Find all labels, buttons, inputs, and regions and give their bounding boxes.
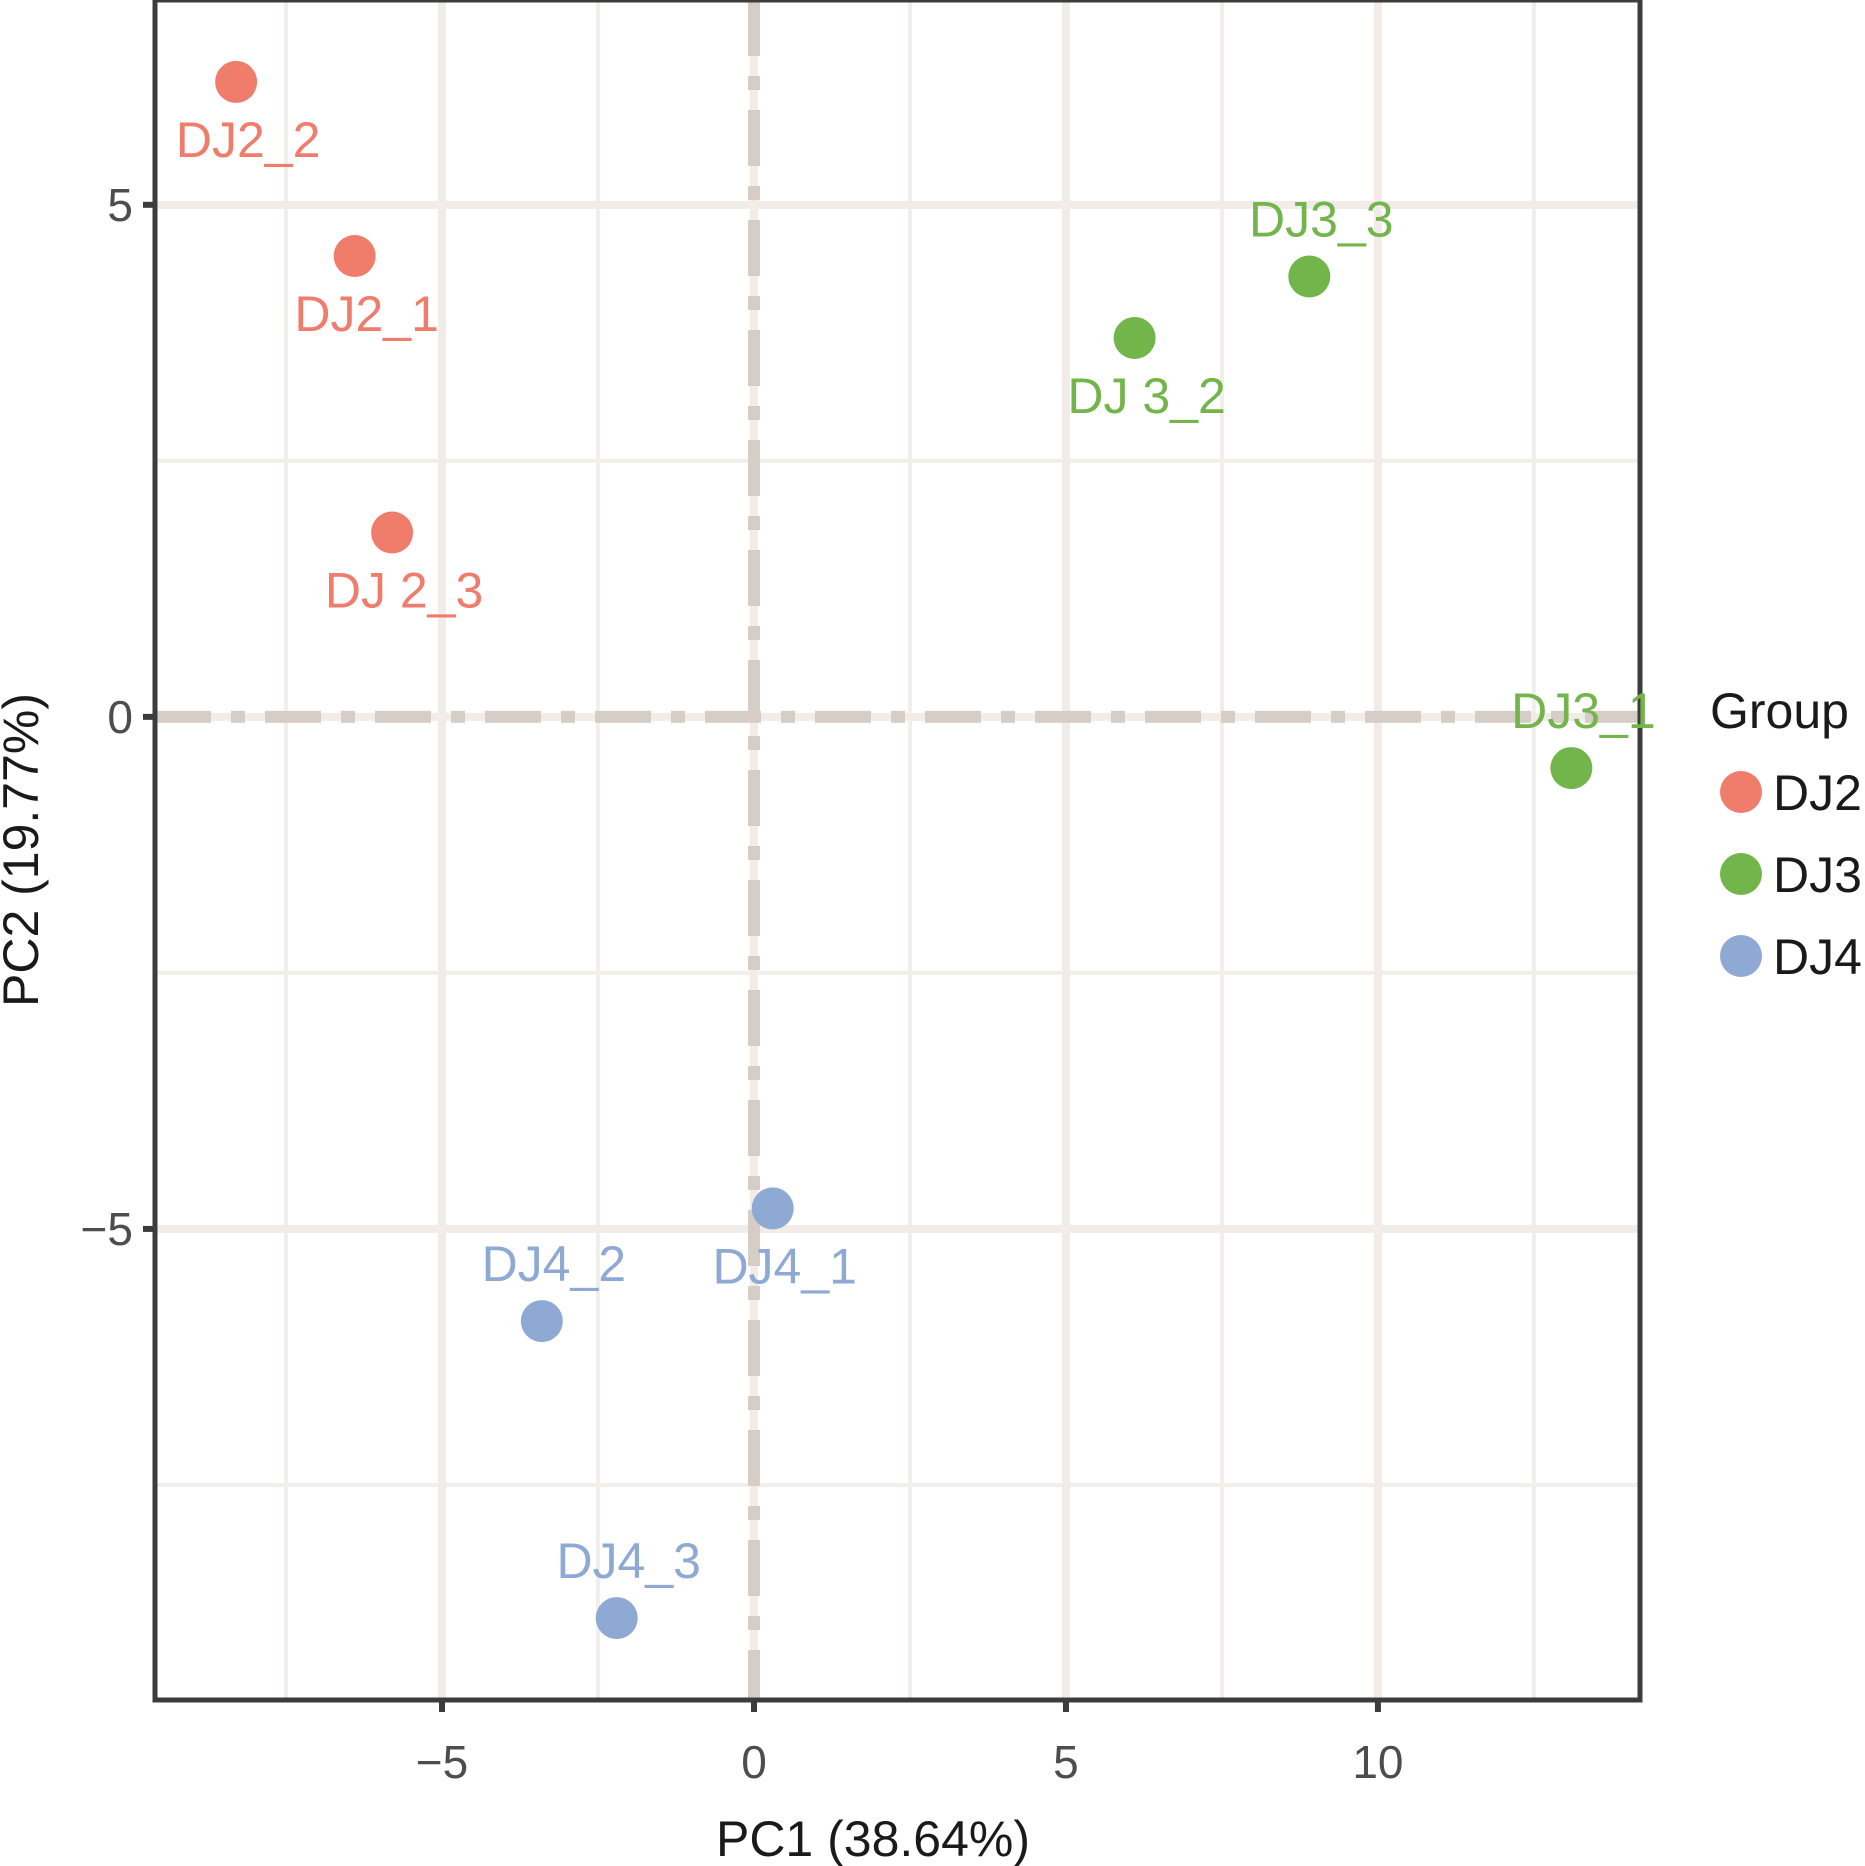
y-tick-label: −5 (81, 1203, 133, 1255)
x-tick-label: 5 (1053, 1736, 1079, 1788)
data-point (595, 1597, 638, 1640)
point-label: DJ4_2 (482, 1236, 627, 1292)
x-axis-ticks: −5 0 5 10 (416, 1700, 1404, 1788)
reference-lines (155, 0, 1640, 1700)
data-point (1288, 255, 1331, 298)
data-point (333, 235, 376, 278)
point-label: DJ4_3 (556, 1533, 701, 1589)
legend-label: DJ4 (1773, 929, 1862, 985)
legend: DJ2 DJ3 DJ4 (1720, 765, 1862, 985)
point-label: DJ2_2 (176, 112, 321, 168)
data-point (1113, 316, 1156, 359)
legend-key (1720, 935, 1762, 977)
point-label: DJ3_3 (1249, 192, 1394, 248)
x-tick-label: 10 (1352, 1736, 1403, 1788)
point-label: DJ3_1 (1511, 683, 1656, 739)
plot-panel-border (152, 0, 1643, 1703)
point-labels: DJ2_2 DJ2_1 DJ 2_3 DJ3_3 DJ 3_2 DJ3_1 DJ4_1 DJ4… (176, 112, 1656, 1589)
y-axis-title: PC2 (19.77%) (0, 693, 49, 1007)
point-label: DJ 2_3 (325, 563, 483, 619)
point-label: DJ2_1 (294, 286, 439, 342)
point-label: DJ4_1 (712, 1238, 857, 1294)
data-point (371, 511, 414, 554)
legend-key (1720, 853, 1762, 895)
data-point (520, 1300, 563, 1343)
data-point (1550, 747, 1593, 790)
data-point (751, 1187, 794, 1230)
data-point (215, 60, 258, 103)
x-tick-label: 0 (741, 1736, 767, 1788)
data-points (215, 60, 1593, 1640)
legend-label: DJ3 (1773, 847, 1862, 903)
legend-label: DJ2 (1773, 765, 1862, 821)
legend-key (1720, 771, 1762, 813)
y-tick-label: 0 (107, 691, 133, 743)
minor-gridlines (155, 0, 1640, 1700)
y-tick-label: 5 (107, 179, 133, 231)
x-axis-title: PC1 (38.64%) (716, 1811, 1030, 1866)
point-label: DJ 3_2 (1067, 368, 1225, 424)
legend-title: Group (1710, 683, 1849, 739)
y-axis-ticks: 5 0 −5 (81, 179, 155, 1255)
x-tick-label: −5 (416, 1736, 468, 1788)
plot-panel-background (155, 0, 1640, 1700)
